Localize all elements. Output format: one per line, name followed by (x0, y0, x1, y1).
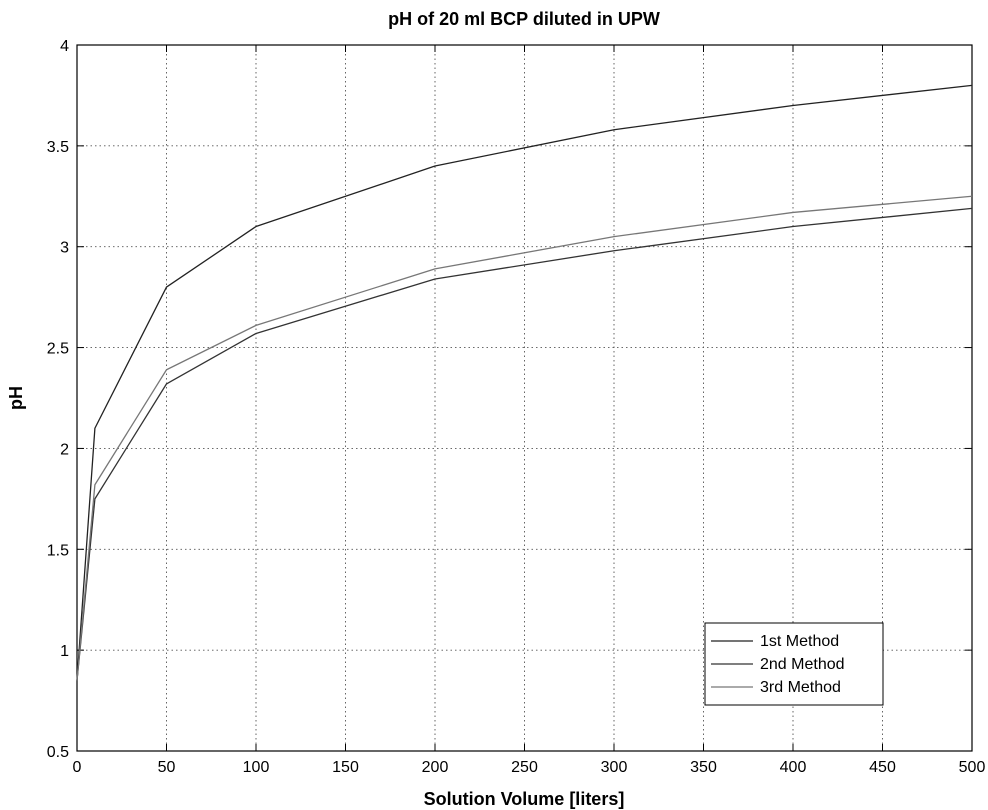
x-tick-label: 250 (511, 759, 538, 776)
x-tick-label: 200 (422, 759, 449, 776)
y-tick-label: 3 (60, 240, 69, 257)
legend: 1st Method 2nd Method 3rd Method (704, 622, 884, 706)
x-tick-label: 350 (690, 759, 717, 776)
y-axis-label: pH (6, 386, 26, 410)
chart-title: pH of 20 ml BCP diluted in UPW (388, 9, 660, 29)
y-tick-label: 2 (60, 441, 69, 458)
y-tick-label: 1.5 (47, 542, 69, 559)
x-tick-label: 100 (243, 759, 270, 776)
legend-label-3rd-method: 3rd Method (760, 679, 841, 696)
x-tick-label: 50 (158, 759, 176, 776)
series-lines (76, 84, 973, 681)
y-tick-label: 4 (60, 38, 69, 55)
x-axis-tick-labels: 0 50 100 150 200 250 300 350 400 450 500 (73, 759, 986, 776)
x-tick-label: 450 (869, 759, 896, 776)
series-line-3rd-method (76, 195, 973, 681)
x-tick-label: 500 (959, 759, 986, 776)
y-tick-label: 0.5 (47, 744, 69, 761)
y-tick-label: 3.5 (47, 139, 69, 156)
y-axis-tick-labels: 0.5 1 1.5 2 2.5 3 3.5 4 (47, 38, 69, 761)
axis-ticks (76, 44, 973, 752)
series-line-2nd-method (76, 207, 973, 681)
grid (77, 45, 972, 751)
x-axis-label: Solution Volume [liters] (424, 789, 625, 809)
x-tick-label: 0 (73, 759, 82, 776)
y-tick-label: 2.5 (47, 341, 69, 358)
series-line-1st-method (76, 84, 973, 681)
x-tick-label: 400 (780, 759, 807, 776)
legend-label-1st-method: 1st Method (760, 633, 839, 650)
x-tick-label: 300 (601, 759, 628, 776)
x-tick-label: 150 (332, 759, 359, 776)
y-tick-label: 1 (60, 643, 69, 660)
legend-label-2nd-method: 2nd Method (760, 656, 845, 673)
